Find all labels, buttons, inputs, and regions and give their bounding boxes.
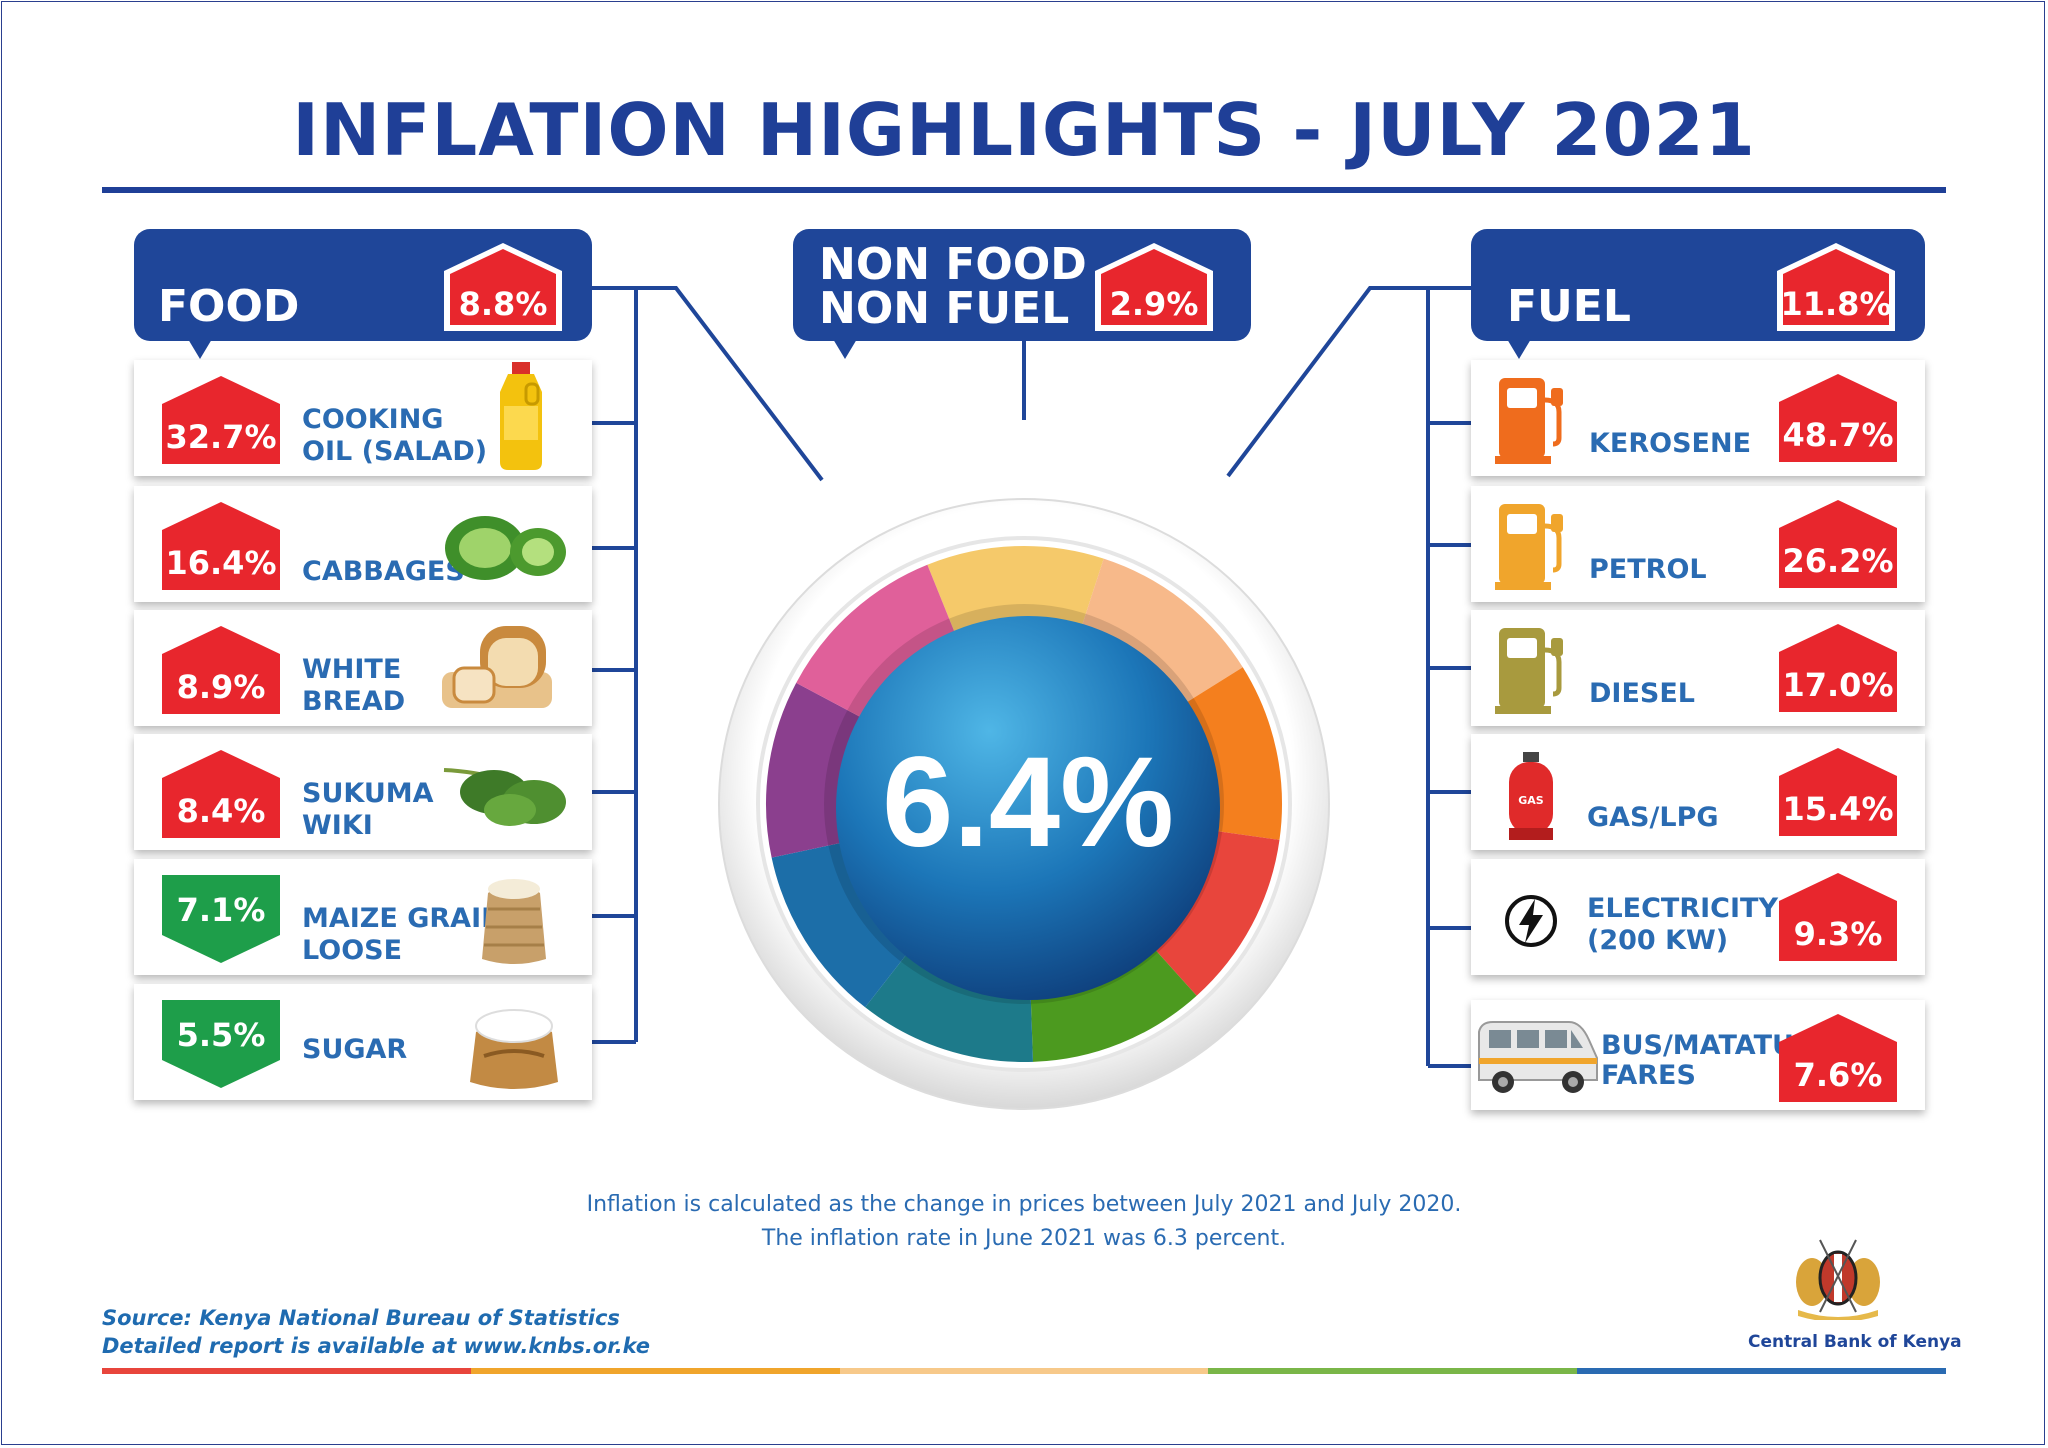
food-item-name-line-2: WIKI [302,810,373,841]
sugar-sack-icon [464,996,564,1100]
fuel-item-name-line-2: KEROSENE [1589,428,1752,459]
nonfood-category-badge: 2.9% [1093,241,1215,333]
food-item-value: 32.7% [165,418,277,456]
fuel-item-badge: 48.7% [1777,372,1899,464]
title-divider [102,187,1946,193]
bread-icon [434,618,564,722]
fuel-category-badge: 11.8% [1775,241,1897,333]
overall-inflation-value: 6.4% [882,731,1174,874]
fuel-pump-icon [1493,624,1573,720]
fuel-item-card: GAS GAS/LPG 15.4% [1471,734,1925,850]
food-item-name-line-2: OIL (SALAD) [302,436,488,467]
nonfood-category-bubble: NON FOOD NON FUEL 2.9% [793,229,1251,359]
food-item-badge: 16.4% [160,500,282,592]
food-item-name-line-1: COOKING [302,404,444,435]
food-item-name-line-2: CABBAGES [302,556,465,587]
fuel-item-badge: 15.4% [1777,746,1899,838]
page-title: INFLATION HIGHLIGHTS - JULY 2021 [292,88,1756,172]
food-item-name-line-1: SUKUMA [302,778,434,809]
svg-text:GAS: GAS [1518,794,1544,807]
food-item-value: 16.4% [165,544,277,582]
food-item-name-line-2: SUGAR [302,1034,408,1065]
bottom-color-bar [102,1368,1946,1374]
food-item-badge: 7.1% [160,873,282,965]
food-item-card: 7.1% MAIZE GRAIN LOOSE [134,859,592,975]
fuel-item-badge: 7.6% [1777,1012,1899,1104]
food-item-name-line-1: MAIZE GRAIN [302,903,504,934]
fuel-item-card: DIESEL 17.0% [1471,610,1925,726]
fuel-item-card: PETROL 26.2% [1471,486,1925,602]
source-line-1: Source: Kenya National Bureau of Statist… [102,1306,620,1330]
footnote-line-2: The inflation rate in June 2021 was 6.3 … [761,1226,1287,1251]
fuel-item-name-line-2: FARES [1601,1060,1696,1091]
food-category-label: FOOD [158,281,300,332]
fuel-item-name-line-2: PETROL [1589,554,1707,585]
food-item-card: 8.9% WHITE BREAD [134,610,592,726]
cbk-coat-of-arms-icon [1796,1239,1880,1320]
fuel-item-value: 15.4% [1782,790,1894,828]
fuel-category-label: FUEL [1507,281,1631,332]
food-item-badge: 32.7% [160,374,282,466]
food-item-value: 5.5% [176,1016,266,1054]
fuel-item-value: 48.7% [1782,416,1894,454]
cooking-oil-bottle-icon [486,362,556,476]
fuel-item-name-line-2: GAS/LPG [1587,802,1719,833]
electricity-icon [1501,891,1561,955]
nonfood-category-label-2: NON FUEL [819,283,1070,334]
fuel-category-bubble: FUEL 11.8% [1471,229,1925,359]
fuel-item-name-line-1: ELECTRICITY [1587,893,1778,924]
food-item-name-line-1: WHITE [302,654,402,685]
source-line-2: Detailed report is available at www.knbs… [102,1334,651,1358]
nonfood-category-value: 2.9% [1109,285,1199,323]
fuel-item-value: 9.3% [1793,915,1883,953]
footnote: Inflation is calculated as the change in… [0,1188,2048,1256]
nonfood-category-label-1: NON FOOD [819,239,1087,290]
food-category-value: 8.8% [458,285,548,323]
food-item-card: 32.7% COOKING OIL (SALAD) [134,360,592,476]
fuel-pump-icon [1493,374,1573,470]
fuel-item-name-line-2: (200 KW) [1587,925,1729,956]
food-item-name-line-2: BREAD [302,686,406,717]
food-category-badge: 8.8% [442,241,564,333]
sukuma-wiki-icon [434,752,574,836]
fuel-item-badge: 17.0% [1777,622,1899,714]
fuel-item-name-line-2: DIESEL [1589,678,1695,709]
food-item-card: 8.4% SUKUMA WIKI [134,734,592,850]
food-item-badge: 8.9% [160,624,282,716]
fuel-category-value: 11.8% [1780,285,1892,323]
fuel-item-value: 7.6% [1793,1056,1883,1094]
fuel-item-value: 26.2% [1782,542,1894,580]
cbk-logo-text: Central Bank of Kenya [1748,1332,1962,1352]
fuel-item-name-line-1: BUS/MATATU [1601,1030,1794,1061]
food-category-bubble: FOOD 8.8% [134,229,592,359]
food-item-name-line-2: LOOSE [302,935,403,966]
fuel-item-value: 17.0% [1782,666,1894,704]
food-item-value: 7.1% [176,891,266,929]
fuel-item-badge: 26.2% [1777,498,1899,590]
food-item-badge: 5.5% [160,998,282,1090]
fuel-item-card: BUS/MATATU FARES 7.6% [1471,1000,1925,1110]
food-item-value: 8.9% [176,668,266,706]
footnote-line-1: Inflation is calculated as the change in… [586,1192,1462,1217]
food-item-badge: 8.4% [160,748,282,840]
maize-sack-icon [474,869,554,973]
overall-inflation-dial: 6.4% [718,498,1330,1110]
gas-cylinder-icon: GAS [1501,752,1561,846]
fuel-pump-icon [1493,500,1573,596]
food-item-value: 8.4% [176,792,266,830]
food-item-card: 5.5% SUGAR [134,984,592,1100]
fuel-item-card: ELECTRICITY (200 KW) 9.3% [1471,859,1925,975]
fuel-item-card: KEROSENE 48.7% [1471,360,1925,476]
fuel-item-badge: 9.3% [1777,871,1899,963]
cabbage-icon [440,504,570,588]
source-note: Source: Kenya National Bureau of Statist… [102,1304,650,1360]
food-item-card: 16.4% CABBAGES [134,486,592,602]
matatu-van-icon [1473,1018,1603,1102]
